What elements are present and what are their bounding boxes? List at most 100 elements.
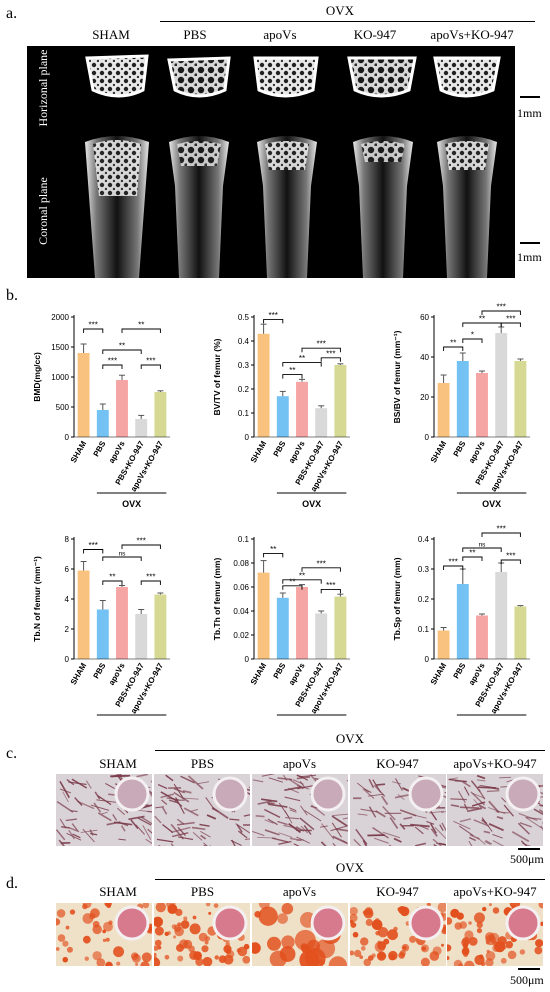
x-tick-label: PBS [272, 439, 288, 458]
panel-c-scale-bar [518, 848, 540, 850]
y-tick-label: 4 [65, 595, 70, 604]
y-axis-label: Tb.N of femur (mm⁻¹) [32, 556, 42, 642]
panel-c-ovx-line [155, 750, 545, 751]
chart-6: 0 0.1 0.2 0.3 0.4 Tb.Sp of femur (mm) SHAM PBS a… [392, 525, 530, 716]
panel-d-group-combo: apoVs+KO-947 [453, 884, 537, 899]
stain-texture [252, 903, 348, 966]
panel-a-scale-bar-1 [520, 96, 540, 98]
row-label-coronal: Coronal plane [36, 177, 50, 245]
x-tick-label: apoVs [107, 661, 127, 687]
stain-image-pbs [154, 774, 250, 846]
culture-well [310, 905, 346, 941]
significance-bracket [481, 532, 521, 537]
panel-a-scale-bar-2 [520, 242, 540, 244]
y-tick-label: 2 [65, 625, 70, 634]
y-tick-label: 0 [245, 655, 250, 664]
x-tick-label: SHAM [249, 439, 269, 464]
panel-c-group-combo: apoVs+KO-947 [453, 756, 537, 771]
significance-label: *** [269, 311, 278, 320]
y-tick-label: 6 [65, 565, 70, 574]
significance-bracket [140, 364, 161, 369]
significance-label: ** [299, 354, 305, 363]
bar [276, 597, 289, 659]
row-label-horizontal: Horizonal plane [36, 50, 50, 127]
significance-bracket [320, 588, 341, 594]
significance-bracket [102, 349, 142, 354]
bar [135, 419, 148, 437]
panel-a-group-ko947: KO-947 [353, 27, 397, 42]
y-tick-label: 0.04 [233, 607, 249, 616]
panel-c-group-ko947: KO-947 [376, 756, 419, 771]
bar [456, 584, 469, 659]
y-tick-label: 0.02 [233, 631, 249, 640]
significance-bracket [263, 552, 284, 558]
y-tick-label: 0 [425, 655, 430, 664]
panel-a-scale-text-2: 1mm [517, 250, 542, 264]
significance-bracket [320, 357, 341, 362]
ovx-group-label: OVX [122, 499, 141, 509]
bar [296, 381, 308, 437]
x-tick-label: PBS [452, 439, 468, 458]
stain-texture [252, 774, 348, 846]
significance-bracket [121, 328, 161, 333]
bar [334, 596, 347, 659]
x-tick-label: apoVs [287, 439, 307, 465]
significance-bracket [140, 580, 161, 585]
chart-5: 0 0.02 0.04 0.06 0.08 0.1 Tb.Th of femur (mm) S… [212, 535, 350, 716]
significance-label: ** [289, 577, 295, 586]
bar [476, 615, 488, 659]
y-tick-label: 500 [56, 403, 70, 412]
significance-bracket [121, 544, 161, 549]
y-axis-label: BS/BV of femur (mm⁻¹) [392, 330, 402, 423]
culture-well [114, 776, 150, 812]
bar [315, 408, 328, 437]
stain-texture [447, 774, 543, 846]
y-tick-label: 1500 [51, 343, 69, 352]
significance-label: ** [119, 342, 125, 351]
significance-label: ** [299, 571, 305, 580]
significance-label: ns [119, 551, 127, 558]
y-axis-label: Tb.Sp of femur (mm) [392, 557, 402, 640]
significance-label: * [471, 331, 474, 340]
significance-label: ** [469, 549, 475, 558]
stain-texture [154, 903, 250, 966]
y-tick-label: 2000 [51, 313, 69, 322]
panel-c-label: c. [6, 745, 18, 762]
significance-label: *** [497, 303, 506, 312]
significance-label: *** [89, 321, 98, 330]
y-tick-label: 0.2 [418, 595, 430, 604]
culture-well [505, 776, 541, 812]
y-axis-label: Tb.Th of femur (mm) [212, 558, 222, 641]
horizontal-sections [85, 54, 501, 98]
significance-label: *** [506, 552, 515, 561]
culture-well [310, 776, 346, 812]
chart-2: 0 0.1 0.2 0.3 0.4 0.5 BV/TV of femur (%) SHAM PB… [212, 311, 350, 509]
significance-bracket [102, 580, 123, 585]
bar [116, 587, 128, 659]
significance-label: *** [506, 315, 515, 324]
panel-d-group-pbs: PBS [190, 884, 215, 899]
stain-image-pbs [154, 903, 250, 966]
significance-bracket [301, 567, 341, 572]
significance-label: *** [449, 558, 458, 567]
x-tick-label: SHAM [249, 661, 269, 686]
bar [437, 383, 450, 437]
significance-label: *** [317, 340, 326, 349]
x-tick-label: SHAM [429, 439, 449, 464]
y-tick-label: 0.2 [238, 385, 250, 394]
bar [154, 594, 167, 659]
y-tick-label: 0 [65, 433, 70, 442]
bar [296, 587, 308, 659]
bar [96, 609, 109, 659]
significance-bracket [83, 549, 104, 554]
culture-well [408, 905, 444, 941]
panel-d-scale-bar [518, 968, 540, 970]
significance-bracket [481, 310, 521, 315]
stain-image-apovs [252, 774, 348, 846]
significance-bracket [282, 585, 303, 590]
significance-label: ** [450, 339, 456, 348]
ovx-group-label: OVX [302, 499, 321, 509]
panel-c-ovx-label: OVX [335, 731, 365, 746]
y-tick-label: 0.1 [418, 625, 430, 634]
panel-a-label: a. [6, 5, 18, 22]
